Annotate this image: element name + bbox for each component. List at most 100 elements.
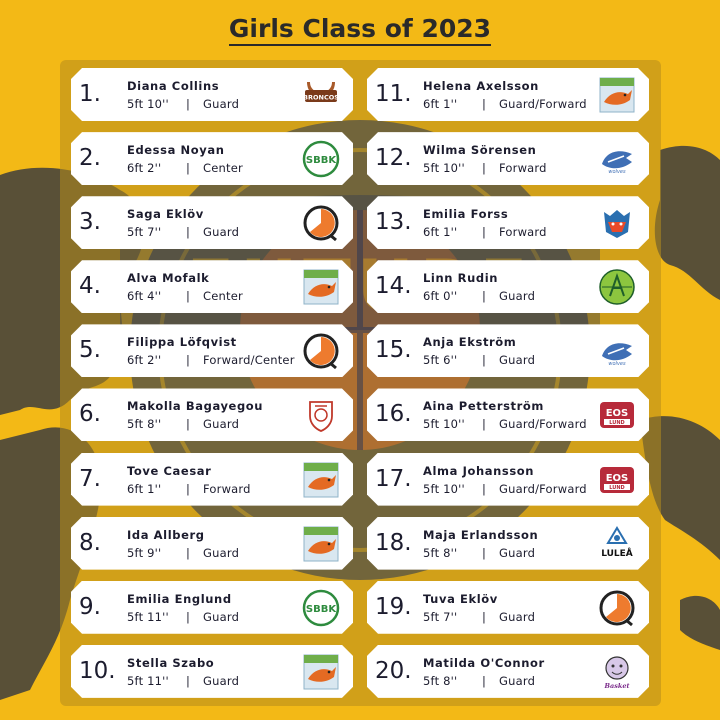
club-logo: SBBK bbox=[302, 140, 340, 178]
player-details: 5ft 10'' | Guard/Forward bbox=[423, 417, 587, 431]
player-name: Emilia Forss bbox=[423, 207, 509, 222]
broncos-logo-icon: BRONCOS bbox=[302, 76, 340, 114]
player-details: 6ft 0'' | Guard bbox=[423, 289, 535, 303]
player-name: Stella Szabo bbox=[127, 655, 215, 670]
player-position: Guard/Forward bbox=[499, 97, 587, 111]
blue-wolf-logo-icon: wolves bbox=[598, 140, 636, 178]
player-card-18: 18. Maja Erlandsson 5ft 8'' | Guard LULEÅ bbox=[367, 517, 649, 570]
player-height: 5ft 7'' bbox=[127, 225, 162, 240]
player-name: Matilda O'Connor bbox=[423, 655, 545, 670]
svg-text:LULEÅ: LULEÅ bbox=[601, 548, 633, 559]
separator: | bbox=[481, 673, 487, 688]
lulea-logo-icon: LULEÅ bbox=[598, 525, 636, 563]
club-logo bbox=[598, 204, 636, 242]
player-rank: 20. bbox=[375, 657, 412, 684]
club-logo: SBBK bbox=[302, 589, 340, 627]
player-position: Guard bbox=[203, 225, 240, 240]
player-position: Guard bbox=[499, 545, 536, 560]
separator: | bbox=[481, 609, 487, 624]
player-rank: 14. bbox=[375, 273, 412, 300]
player-card-19: 19. Tuva Eklöv 5ft 7'' | Guard bbox=[367, 581, 649, 634]
sbbk-logo-icon: SBBK bbox=[302, 140, 340, 178]
player-card-11: 11. Helena Axelsson 6ft 1'' | Guard/Forwar… bbox=[367, 68, 649, 121]
separator: | bbox=[481, 161, 487, 176]
player-height: 6ft 0'' bbox=[423, 289, 458, 304]
separator: | bbox=[481, 289, 487, 304]
separator: | bbox=[481, 225, 487, 240]
player-rank: 2. bbox=[79, 145, 101, 172]
player-details: 5ft 10'' | Forward bbox=[423, 161, 547, 175]
club-logo bbox=[302, 268, 340, 306]
player-name: Alva Mofalk bbox=[127, 271, 210, 286]
player-position: Forward bbox=[203, 481, 251, 496]
fox-basket-logo-icon bbox=[302, 525, 340, 563]
player-details: 5ft 7'' | Guard bbox=[423, 610, 535, 624]
player-card-13: 13. Emilia Forss 6ft 1'' | Forward bbox=[367, 196, 649, 249]
club-logo bbox=[302, 204, 340, 242]
player-card-15: 15. Anja Ekström 5ft 6'' | Guard wolves bbox=[367, 324, 649, 377]
separator: | bbox=[185, 673, 191, 688]
bear-logo-icon bbox=[598, 204, 636, 242]
svg-text:SBBK: SBBK bbox=[306, 604, 337, 615]
fox-basket-logo-icon bbox=[302, 461, 340, 499]
player-name: Makolla Bagayegou bbox=[127, 399, 264, 414]
player-name: Wilma Sörensen bbox=[423, 143, 537, 158]
player-name: Diana Collins bbox=[127, 79, 220, 93]
player-name: Saga Eklöv bbox=[127, 207, 204, 222]
player-position: Guard/Forward bbox=[499, 417, 587, 432]
club-logo bbox=[302, 653, 340, 691]
player-name: Ida Allberg bbox=[127, 527, 205, 542]
svg-text:EOS: EOS bbox=[606, 408, 629, 419]
club-logo bbox=[302, 396, 340, 434]
separator: | bbox=[481, 353, 487, 368]
separator: | bbox=[481, 545, 487, 560]
player-details: 5ft 11'' | Guard bbox=[127, 610, 239, 624]
separator: | bbox=[185, 417, 191, 432]
player-details: 5ft 8'' | Guard bbox=[127, 417, 239, 431]
player-details: 5ft 9'' | Guard bbox=[127, 546, 239, 560]
ludvig-basket-logo-icon: Basket bbox=[598, 653, 636, 691]
separator: | bbox=[185, 481, 191, 496]
player-card-20: 20. Matilda O'Connor 5ft 8'' | Guard Baske… bbox=[367, 645, 649, 698]
svg-text:LUND: LUND bbox=[609, 485, 624, 491]
player-position: Center bbox=[203, 289, 243, 304]
player-rank: 9. bbox=[79, 593, 101, 620]
player-card-10: 10. Stella Szabo 5ft 11'' | Guard bbox=[71, 645, 353, 698]
player-height: 6ft 2'' bbox=[127, 353, 162, 368]
club-logo: EOS LUND bbox=[598, 396, 636, 434]
player-name: Anja Ekström bbox=[423, 335, 517, 350]
svg-text:BRONCOS: BRONCOS bbox=[303, 94, 339, 102]
player-height: 6ft 4'' bbox=[127, 289, 162, 304]
club-logo bbox=[598, 76, 636, 114]
club-logo: EOS LUND bbox=[598, 461, 636, 499]
player-card-16: 16. Aina Petterström 5ft 10'' | Guard/Forw… bbox=[367, 388, 649, 441]
fox-basket-logo-icon bbox=[302, 268, 340, 306]
player-position: Forward/Center bbox=[203, 353, 295, 368]
player-details: 5ft 7'' | Guard bbox=[127, 225, 239, 239]
player-height: 5ft 6'' bbox=[423, 353, 458, 368]
player-position: Guard bbox=[499, 609, 536, 624]
player-height: 5ft 9'' bbox=[127, 545, 162, 560]
player-rank: 12. bbox=[375, 145, 412, 172]
player-height: 5ft 8'' bbox=[127, 417, 162, 432]
separator: | bbox=[481, 97, 487, 111]
player-details: 5ft 10'' | Guard bbox=[127, 97, 239, 111]
fox-basket-logo-icon bbox=[302, 653, 340, 691]
player-name: Emilia Englund bbox=[127, 591, 232, 606]
separator: | bbox=[185, 609, 191, 624]
club-logo: wolves bbox=[598, 140, 636, 178]
separator: | bbox=[185, 97, 191, 111]
svg-text:LUND: LUND bbox=[609, 420, 624, 426]
player-height: 5ft 10'' bbox=[423, 161, 465, 176]
green-ball-logo-icon bbox=[598, 268, 636, 306]
q-circle-logo-icon bbox=[302, 332, 340, 370]
player-position: Forward bbox=[499, 225, 547, 240]
separator: | bbox=[481, 481, 487, 496]
player-rank: 3. bbox=[79, 209, 101, 236]
player-rank: 13. bbox=[375, 209, 412, 236]
player-details: 5ft 10'' | Guard/Forward bbox=[423, 482, 587, 496]
club-logo bbox=[598, 268, 636, 306]
player-position: Guard bbox=[203, 609, 240, 624]
player-position: Guard bbox=[499, 353, 536, 368]
player-position: Guard bbox=[203, 417, 240, 432]
